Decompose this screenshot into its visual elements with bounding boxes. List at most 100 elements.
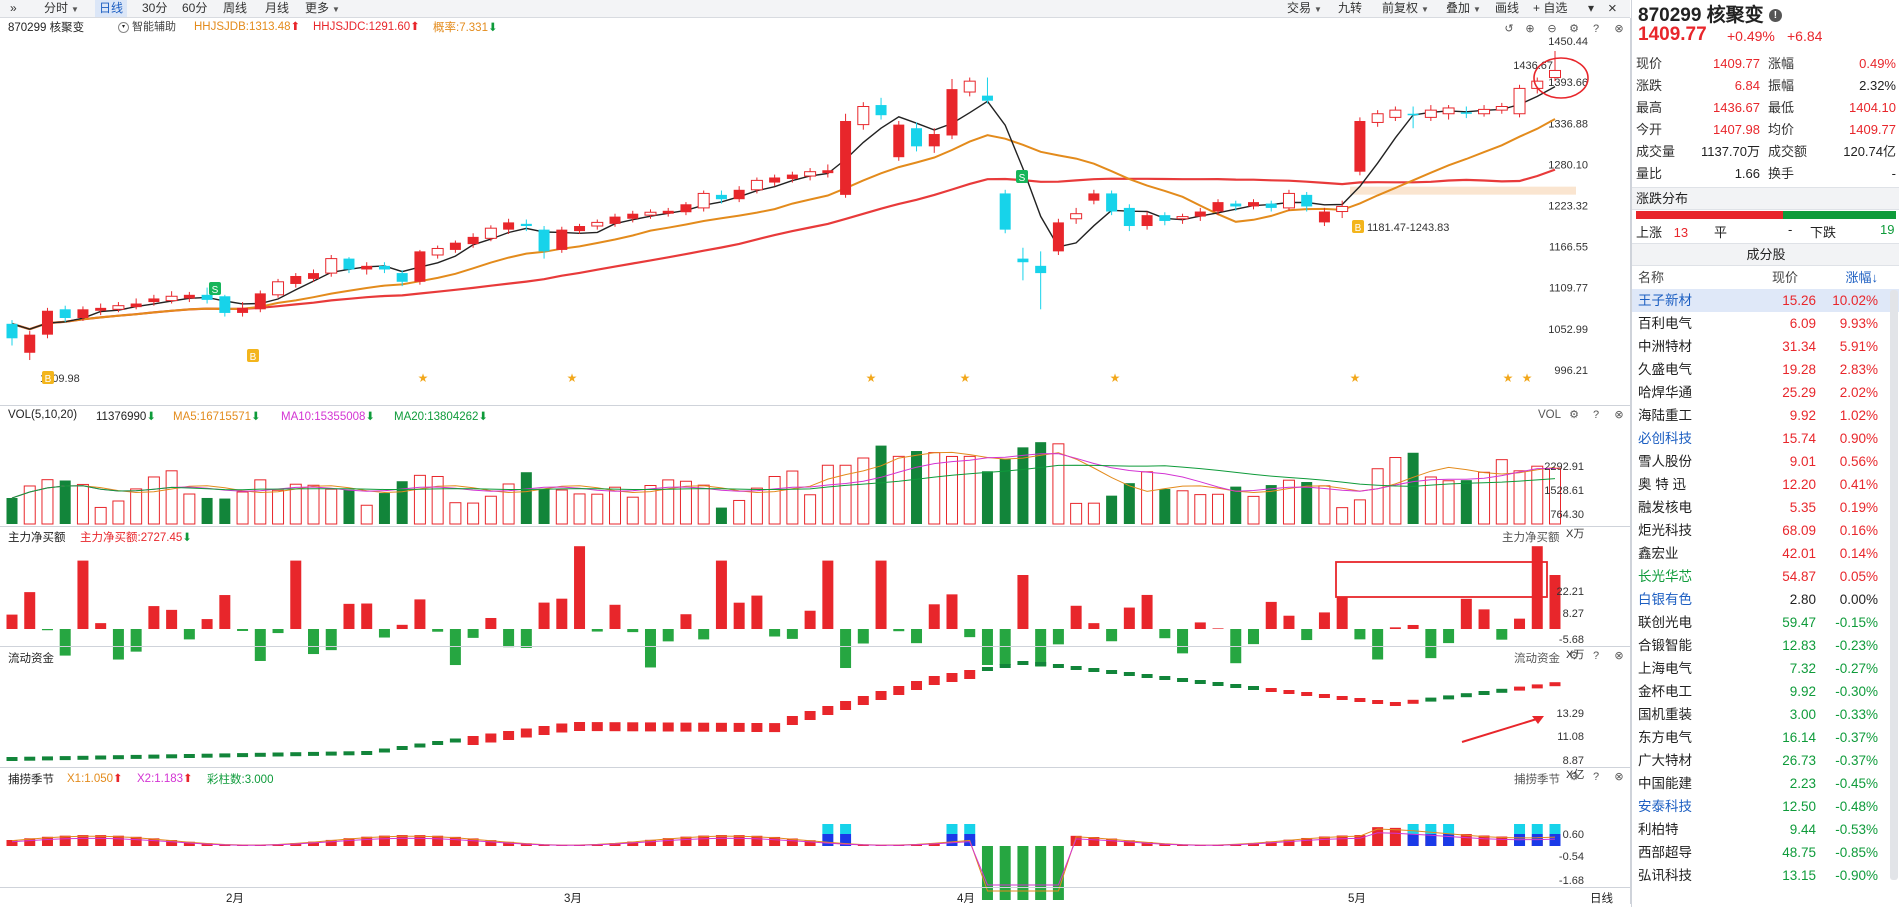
netbuy-bar	[1549, 575, 1561, 629]
list-item[interactable]: 白银有色 2.80 0.00%	[1632, 588, 1899, 611]
list-item[interactable]: 上海电气 7.32 -0.27%	[1632, 657, 1899, 680]
settings-icon[interactable]: ⚙	[1569, 771, 1579, 783]
close-icon[interactable]: ⊗	[1614, 409, 1624, 421]
list-item[interactable]: 国机重装 3.00 -0.33%	[1632, 703, 1899, 726]
netbuy-bar	[308, 629, 320, 655]
stock-change: -0.48%	[1835, 799, 1878, 814]
close-icon[interactable]: ⊗	[1614, 23, 1624, 35]
quote-label: 现价	[1636, 56, 1663, 71]
zoom-out-icon[interactable]: ⊖	[1547, 23, 1557, 35]
nine-turn-button[interactable]: 九转	[1338, 1, 1363, 15]
list-item[interactable]: 联创光电 59.47 -0.15%	[1632, 611, 1899, 634]
col-change[interactable]: 涨幅↓	[1845, 270, 1878, 285]
zoom-in-icon[interactable]: ⊕	[1525, 23, 1535, 35]
list-item[interactable]: 融发核电 5.35 0.19%	[1632, 496, 1899, 519]
list-item[interactable]: 中国能建 2.23 -0.45%	[1632, 772, 1899, 795]
list-item[interactable]: 安泰科技 12.50 -0.48%	[1632, 795, 1899, 818]
netbuy-bar	[715, 560, 727, 629]
list-item[interactable]: 久盛电气 19.28 2.83%	[1632, 358, 1899, 381]
trade-menu[interactable]: 交易 ▼	[1287, 1, 1322, 15]
caret-down-icon: ▼	[332, 5, 340, 14]
list-item[interactable]: 必创科技 15.74 0.90%	[1632, 427, 1899, 450]
close-icon[interactable]: ⊗	[1614, 771, 1624, 783]
stock-name: 鑫宏业	[1638, 546, 1679, 561]
liquidity-bar	[166, 754, 178, 759]
list-item[interactable]: 中洲特材 31.34 5.91%	[1632, 335, 1899, 358]
star-marker: ★	[567, 371, 578, 385]
help-icon[interactable]: ?	[1592, 23, 1600, 35]
close-icon[interactable]: ⊗	[1614, 650, 1624, 662]
quote-value: -	[1891, 166, 1896, 181]
list-item[interactable]: 利柏特 9.44 -0.53%	[1632, 818, 1899, 841]
netbuy-bar	[804, 610, 816, 629]
settings-icon[interactable]: ⚙	[1569, 650, 1579, 662]
volume-bar	[786, 470, 799, 525]
tab-30min[interactable]: 30分	[142, 1, 168, 15]
stock-price: 31.34	[1782, 339, 1816, 354]
tab-more[interactable]: 更多 ▼	[305, 1, 340, 15]
watchlist-dropdown[interactable]: ▾	[1588, 1, 1595, 15]
list-item[interactable]: 广大特材 26.73 -0.37%	[1632, 749, 1899, 772]
help-icon[interactable]: ?	[1592, 650, 1600, 662]
stock-price: 68.09	[1782, 523, 1816, 538]
candle-body	[361, 265, 373, 270]
add-watchlist-button[interactable]: + 自选	[1533, 1, 1568, 15]
refresh-icon[interactable]: ↺	[1504, 23, 1514, 35]
season-bar	[95, 835, 107, 846]
stock-change: -0.37%	[1835, 730, 1878, 745]
liquidity-bar	[1425, 697, 1437, 702]
tab-60min[interactable]: 60分	[182, 1, 208, 15]
draw-line-button[interactable]: 画线	[1495, 1, 1520, 15]
stock-price: 15.74	[1782, 431, 1816, 446]
netbuy-bar	[1106, 629, 1118, 642]
list-item[interactable]: 合锻智能 12.83 -0.23%	[1632, 634, 1899, 657]
list-item[interactable]: 鑫宏业 42.01 0.14%	[1632, 542, 1899, 565]
list-item[interactable]: 西部超导 48.75 -0.85%	[1632, 841, 1899, 864]
list-item[interactable]: 金杯电工 9.92 -0.30%	[1632, 680, 1899, 703]
list-item[interactable]: 王子新材 15.26 10.02%	[1632, 289, 1899, 312]
list-item[interactable]: 长光华芯 54.87 0.05%	[1632, 565, 1899, 588]
overlay-menu[interactable]: 叠加 ▼	[1446, 1, 1481, 15]
adjust-menu[interactable]: 前复权 ▼	[1382, 1, 1429, 15]
liquidity-unit-label: X亿	[1566, 768, 1584, 781]
close-window-icon[interactable]: ×	[1608, 0, 1617, 17]
list-item[interactable]: 海陆重工 9.92 1.02%	[1632, 404, 1899, 427]
indicator-select[interactable]: ▾ 智能辅助	[118, 18, 176, 34]
list-item[interactable]: 奥 特 迅 12.20 0.41%	[1632, 473, 1899, 496]
list-item[interactable]: 东方电气 16.14 -0.37%	[1632, 726, 1899, 749]
volume-bar	[1282, 479, 1295, 525]
tab-monthly[interactable]: 月线	[265, 1, 290, 15]
tab-intraday[interactable]: 分时 ▼	[44, 1, 79, 15]
col-price[interactable]: 现价	[1772, 270, 1799, 285]
help-icon[interactable]: ?	[1592, 409, 1600, 421]
list-item[interactable]: 炬光科技 68.09 0.16%	[1632, 519, 1899, 542]
help-icon[interactable]: ?	[1592, 771, 1600, 783]
scrollbar[interactable]	[1890, 290, 1898, 880]
netbuy-bar	[24, 592, 36, 629]
expand-button[interactable]: »	[10, 1, 17, 15]
settings-icon[interactable]: ⚙	[1569, 23, 1579, 35]
quote-label: 成交额	[1768, 144, 1808, 159]
quote-value: 1409.77	[1849, 122, 1896, 137]
sell-marker-text: S	[1019, 173, 1026, 184]
list-item[interactable]: 百利电气 6.09 9.93%	[1632, 312, 1899, 335]
sell-marker-text: S	[212, 285, 219, 296]
stock-change: 9.93%	[1839, 316, 1878, 331]
volume-bar	[307, 484, 320, 525]
tab-daily[interactable]: 日线	[95, 0, 128, 17]
list-item[interactable]: 哈焊华通 25.29 2.02%	[1632, 381, 1899, 404]
up-count: 上涨 13	[1636, 225, 1689, 240]
col-name[interactable]: 名称	[1638, 270, 1665, 285]
season-bar	[201, 843, 213, 846]
volume-title: VOL(5,10,20)	[8, 409, 78, 421]
list-item[interactable]: 雪人股份 9.01 0.56%	[1632, 450, 1899, 473]
volume-bar	[573, 493, 586, 525]
settings-icon[interactable]: ⚙	[1569, 409, 1579, 421]
liquidity-bar	[1017, 661, 1029, 665]
candle-body	[946, 89, 958, 136]
tab-weekly[interactable]: 周线	[223, 1, 248, 15]
candle-body	[928, 134, 940, 147]
stock-change: 2.02%	[1839, 385, 1878, 400]
season-bar	[1283, 839, 1295, 846]
list-item[interactable]: 弘讯科技 13.15 -0.90%	[1632, 864, 1899, 887]
